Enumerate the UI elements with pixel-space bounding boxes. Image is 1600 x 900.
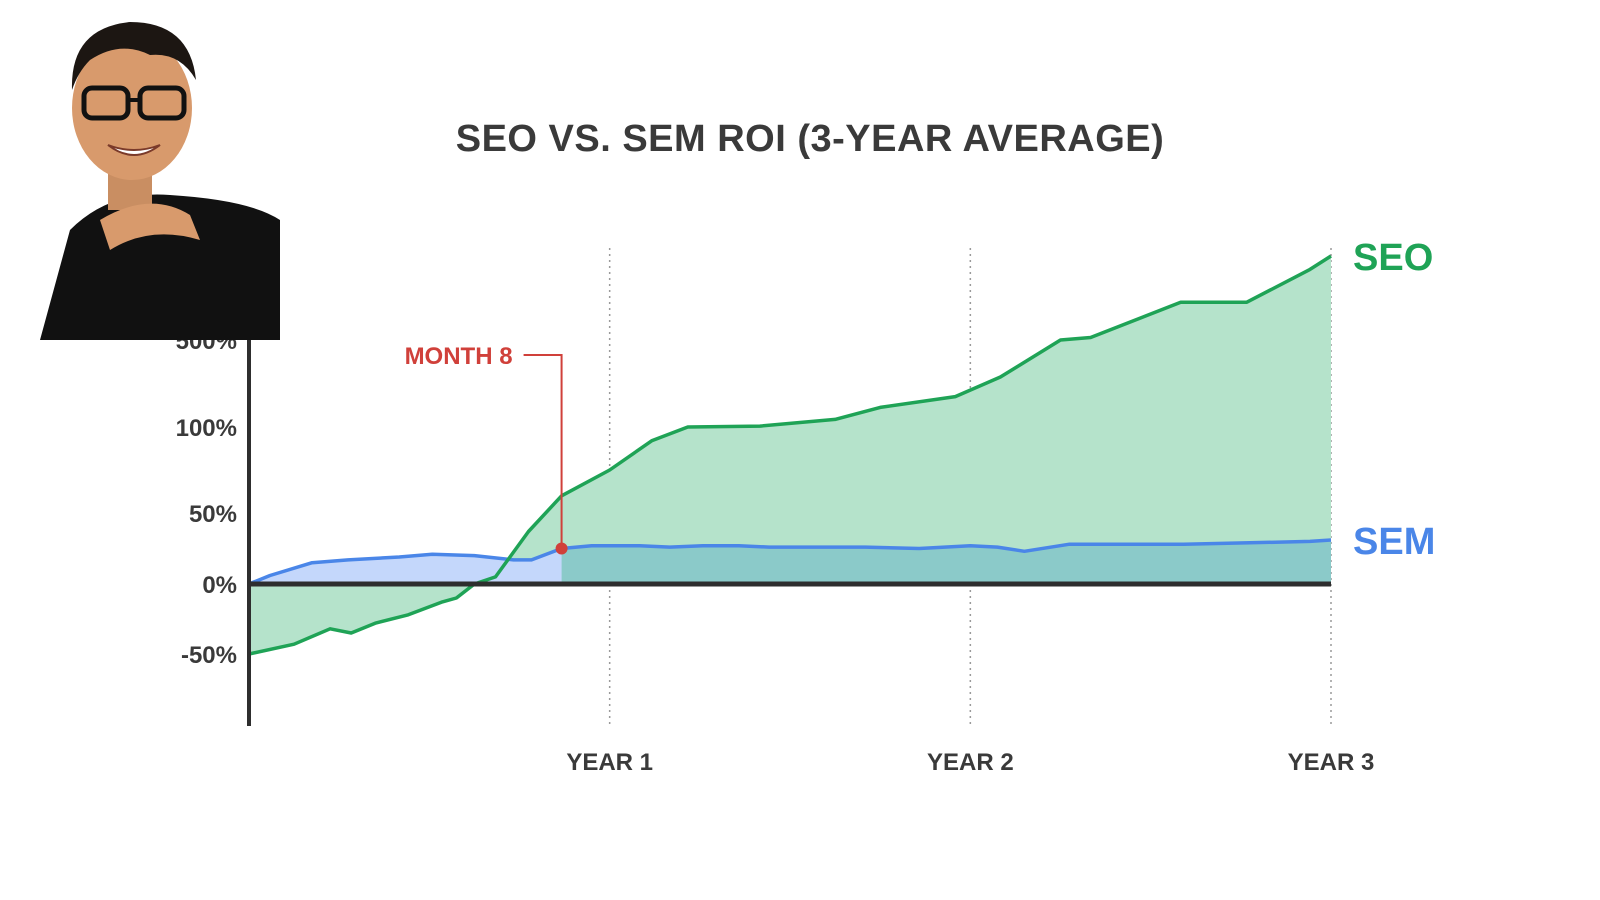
month-8-label: MONTH 8: [405, 343, 513, 370]
presenter-hand: [100, 203, 200, 250]
sem-line: [248, 538, 1332, 586]
seo-area-fill: [249, 256, 1331, 654]
month-8-marker: [555, 542, 568, 555]
presenter-face: [72, 36, 192, 180]
chart-title: SEO VS. SEM ROI (3-YEAR AVERAGE): [455, 118, 1165, 160]
presenter-hair: [71, 22, 196, 90]
line-layer: [248, 254, 1332, 656]
seo-line: [248, 254, 1332, 656]
sem-series-label: SEM: [1353, 521, 1435, 563]
month-8-leader-line: [523, 354, 563, 549]
x-tick-label: YEAR 3: [1288, 749, 1375, 776]
presenter-glasses-right: [137, 85, 187, 121]
overlap-area-fill: [561, 540, 1331, 584]
seo-series-label: SEO: [1353, 237, 1433, 279]
x-tick-label: YEAR 1: [566, 749, 653, 776]
y-tick-label: 50%: [189, 501, 237, 528]
y-tick-label: 100%: [176, 415, 237, 442]
y-tick-label: 0%: [202, 572, 237, 599]
presenter-smile: [107, 144, 161, 156]
x-tick-label: YEAR 2: [927, 749, 1014, 776]
presenter-shirt: [40, 194, 280, 340]
area-layer: [249, 256, 1331, 654]
y-tick-label: -50%: [181, 642, 237, 669]
presenter-image: [40, 22, 280, 340]
presenter-glasses-left: [81, 85, 131, 121]
